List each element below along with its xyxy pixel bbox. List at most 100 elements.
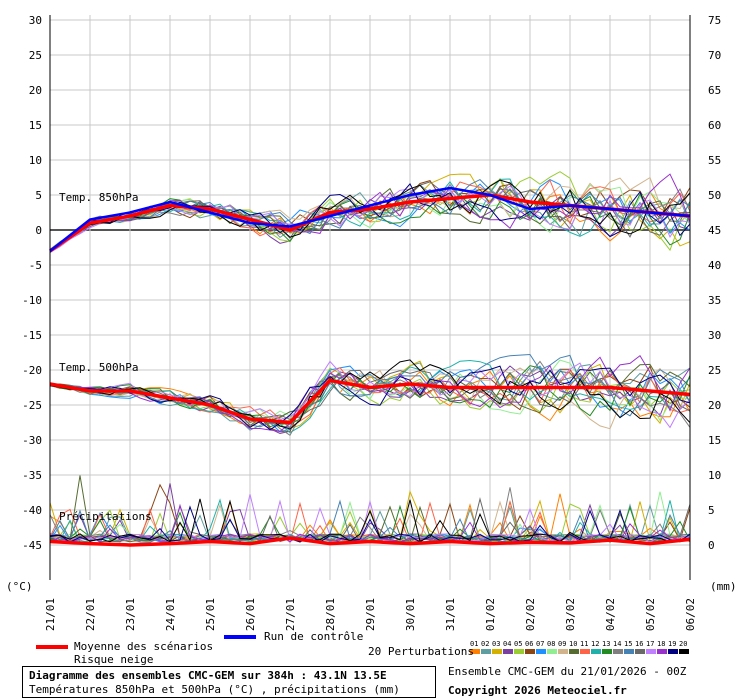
perturbation-line [49, 498, 691, 543]
x-tick-label: 04/02 [604, 598, 617, 631]
legend-perturbations-label: 20 Perturbations [368, 645, 474, 658]
y-tick-right: 0 [708, 539, 715, 552]
x-tick-label: 01/02 [484, 598, 497, 631]
y-tick-left: 25 [29, 49, 42, 62]
y-tick-right: 40 [708, 259, 721, 272]
label-500hpa: Temp. 500hPa [59, 361, 138, 374]
perturbation-swatch [514, 649, 524, 654]
y-tick-right: 15 [708, 434, 721, 447]
y-tick-right: 45 [708, 224, 721, 237]
perturbation-swatch [624, 649, 634, 654]
y-tick-left: -45 [22, 539, 42, 552]
chart-title: Diagramme des ensembles CMC-GEM sur 384h… [29, 669, 387, 682]
perturbation-swatch [481, 649, 491, 654]
perturbation-number: 10 [569, 640, 577, 648]
perturbation-line [49, 505, 691, 543]
y-tick-left: -40 [22, 504, 42, 517]
y-tick-right: 55 [708, 154, 721, 167]
main-series [48, 186, 691, 547]
y-tick-right: 65 [708, 84, 721, 97]
y-tick-left: 0 [35, 224, 42, 237]
y-tick-right: 20 [708, 399, 721, 412]
y-tick-left: -20 [22, 364, 42, 377]
perturbation-swatch [635, 649, 645, 654]
perturbation-number: 07 [536, 640, 544, 648]
perturbation-swatch [613, 649, 623, 654]
perturbation-swatch [569, 649, 579, 654]
perturbation-number: 04 [503, 640, 511, 648]
perturbation-swatch [668, 649, 678, 654]
perturbation-line [49, 491, 691, 543]
perturbation-swatch [580, 649, 590, 654]
y-tick-left: -25 [22, 399, 42, 412]
perturbation-number: 20 [679, 640, 687, 648]
x-tick-label: 23/01 [124, 598, 137, 631]
perturbation-swatch [492, 649, 502, 654]
perturbation-legend: 01 02 03 04 05 06 07 08 09 10 11 12 13 14 15 16 17 18 19 20 [470, 640, 689, 654]
perturbation-swatch [536, 649, 546, 654]
perturbation-number: 02 [481, 640, 489, 648]
x-tick-label: 02/02 [524, 598, 537, 631]
title-box: Diagramme des ensembles CMC-GEM sur 384h… [22, 666, 436, 698]
perturbation-swatch [547, 649, 557, 654]
x-tick-label: 29/01 [364, 598, 377, 631]
y-tick-right: 30 [708, 329, 721, 342]
perturbation-number: 03 [492, 640, 500, 648]
perturbation-number: 08 [547, 640, 555, 648]
x-tick-label: 31/01 [444, 598, 457, 631]
perturbation-number: 01 [470, 640, 478, 648]
y-tick-right: 50 [708, 189, 721, 202]
y-tick-right: 35 [708, 294, 721, 307]
y-tick-right: 60 [708, 119, 721, 132]
x-tick-label: 26/01 [244, 598, 257, 631]
y-tick-left: 15 [29, 119, 42, 132]
perturbation-swatch [503, 649, 513, 654]
legend-mean-label: Moyenne des scénarios [74, 640, 214, 653]
y-tick-left: 30 [29, 14, 42, 27]
copyright: Copyright 2026 Meteociel.fr [448, 684, 627, 697]
y-tick-left: -30 [22, 434, 42, 447]
x-tick-label: 21/01 [44, 598, 57, 631]
perturbation-swatch [602, 649, 612, 654]
label-850hpa: Temp. 850hPa [59, 191, 138, 204]
y-tick-right: 5 [708, 504, 715, 517]
x-tick-label: 25/01 [204, 598, 217, 631]
legend-snow-label: Risque neige [74, 653, 154, 666]
chart-subtitle: Températures 850hPa et 500hPa (°C) , pré… [29, 683, 400, 696]
perturbation-number: 12 [591, 640, 599, 648]
y-tick-left: 10 [29, 154, 42, 167]
x-tick-label: 30/01 [404, 598, 417, 631]
y-tick-left: -15 [22, 329, 42, 342]
y-tick-left: -35 [22, 469, 42, 482]
perturbation-line [49, 501, 691, 543]
perturbation-swatch [646, 649, 656, 654]
perturbation-number: 15 [624, 640, 632, 648]
y-tick-right: 75 [708, 14, 721, 27]
x-tick-label: 27/01 [284, 598, 297, 631]
x-tick-label: 06/02 [684, 598, 697, 631]
x-tick-label: 22/01 [84, 598, 97, 631]
perturbation-number: 16 [635, 640, 643, 648]
legend-control-label: Run de contrôle [264, 630, 364, 643]
perturbation-number: 06 [525, 640, 533, 648]
series-850hpa-control [49, 186, 691, 252]
unit-left: (°C) [6, 580, 33, 593]
perturbation-number: 18 [657, 640, 665, 648]
series-prcipitations-mean [49, 536, 691, 547]
chart-grid [49, 15, 691, 580]
perturbation-line [49, 503, 691, 543]
perturbation-swatch [525, 649, 535, 654]
ensemble-info: Ensemble CMC-GEM du 21/01/2026 - 00Z [448, 665, 687, 678]
perturbation-swatch [657, 649, 667, 654]
y-tick-right: 10 [708, 469, 721, 482]
perturbation-number: 11 [580, 640, 588, 648]
perturbation-number: 17 [646, 640, 654, 648]
perturbation-swatch [679, 649, 689, 654]
x-tick-label: 05/02 [644, 598, 657, 631]
perturbation-number: 19 [668, 640, 676, 648]
unit-right: (mm) [710, 580, 737, 593]
perturbation-swatch [558, 649, 568, 654]
perturbation-number: 13 [602, 640, 610, 648]
